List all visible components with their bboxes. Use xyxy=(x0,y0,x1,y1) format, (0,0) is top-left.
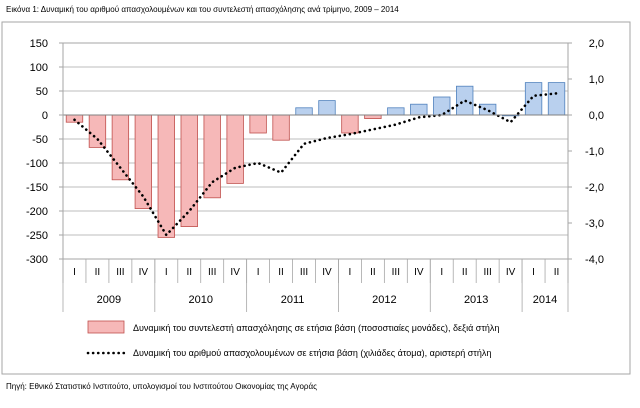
quarter-label: IV xyxy=(506,267,516,278)
right-axis-tick-label: 2,0 xyxy=(589,38,604,50)
left-axis-tick-label: 50 xyxy=(36,86,48,98)
quarter-label: II xyxy=(554,267,560,278)
right-axis-tick-label: -3,0 xyxy=(585,218,604,230)
right-axis-tick-label: -2,0 xyxy=(585,182,604,194)
year-label: 2014 xyxy=(533,294,557,306)
bar xyxy=(203,114,221,199)
year-label: 2012 xyxy=(372,294,396,306)
year-label: 2010 xyxy=(188,294,212,306)
chart-frame xyxy=(1,21,631,375)
year-label: 2011 xyxy=(281,294,305,306)
legend-line-label: Δυναμική του αριθμού απασχολουμένων σε ε… xyxy=(133,348,491,358)
quarter-label: III xyxy=(392,267,400,278)
right-axis-tick-label: -4,0 xyxy=(585,254,604,266)
line-series xyxy=(73,92,558,237)
bar xyxy=(387,107,405,116)
source-note: Πηγή: Εθνικό Στατιστικό Ινστιτούτο, υπολ… xyxy=(6,382,317,391)
left-axis-tick-label: 100 xyxy=(30,62,48,74)
bar xyxy=(295,107,313,116)
bar xyxy=(249,114,267,134)
quarter-label: I xyxy=(257,267,260,278)
quarter-label: II xyxy=(278,267,284,278)
left-axis-tick-label: -300 xyxy=(26,254,48,266)
year-label: 2013 xyxy=(464,294,488,306)
left-axis-tick-label: 0 xyxy=(42,110,48,122)
left-axis-tick-label: -50 xyxy=(32,134,48,146)
quarter-label: I xyxy=(349,267,352,278)
bar xyxy=(134,114,153,209)
quarter-label: IV xyxy=(230,267,240,278)
left-axis-tick-label: 150 xyxy=(30,38,48,50)
figure-title: Εικόνα 1: Δυναμική του αριθμού απασχολου… xyxy=(6,5,399,14)
quarter-label: II xyxy=(95,267,101,278)
quarter-label: IV xyxy=(322,267,332,278)
quarter-label: II xyxy=(370,267,376,278)
bar xyxy=(157,114,175,238)
right-axis-tick-label: 1,0 xyxy=(589,74,604,86)
bar xyxy=(410,103,428,116)
bar xyxy=(88,114,107,148)
quarter-label: I xyxy=(532,267,535,278)
bar xyxy=(433,96,451,116)
quarter-label: III xyxy=(483,267,491,278)
left-axis-tick-label: -150 xyxy=(26,182,48,194)
axes: 150 100 50 0 -50 -100 -150 -200 -250 -300 2,0 1,0 0,… xyxy=(26,38,604,312)
left-axis-tick-label: -100 xyxy=(26,158,48,170)
left-axis-tick-label: -200 xyxy=(26,206,48,218)
right-axis-tick-label: -1,0 xyxy=(585,146,604,158)
bar xyxy=(226,114,244,184)
bar-series xyxy=(65,82,566,238)
bar xyxy=(272,114,290,141)
employment-chart: 150 100 50 0 -50 -100 -150 -200 -250 -300 2,0 1,0 0,… xyxy=(1,21,631,375)
quarter-label: I xyxy=(165,267,168,278)
quarter-label: II xyxy=(462,267,468,278)
bar xyxy=(318,100,336,116)
bar xyxy=(524,82,543,116)
right-axis-tick-label: 0,0 xyxy=(589,110,604,122)
employment-line xyxy=(73,92,558,237)
quarter-label: III xyxy=(208,267,216,278)
quarter-label: I xyxy=(440,267,443,278)
quarter-label: III xyxy=(300,267,308,278)
quarter-label: III xyxy=(116,267,124,278)
bar xyxy=(180,114,198,227)
year-label: 2009 xyxy=(97,294,121,306)
bar xyxy=(111,114,130,181)
legend: Δυναμική του συντελεστή απασχόλησης σε ε… xyxy=(86,320,499,358)
bar xyxy=(547,82,566,116)
bar xyxy=(364,114,382,119)
quarter-label: IV xyxy=(414,267,424,278)
left-axis-tick-label: -250 xyxy=(26,230,48,242)
quarter-label: I xyxy=(73,267,76,278)
bar xyxy=(341,114,359,134)
legend-bar-swatch xyxy=(87,320,125,334)
quarter-label: IV xyxy=(139,267,149,278)
quarter-label: II xyxy=(186,267,192,278)
legend-bar-label: Δυναμική του συντελεστή απασχόλησης σε ε… xyxy=(133,323,499,333)
